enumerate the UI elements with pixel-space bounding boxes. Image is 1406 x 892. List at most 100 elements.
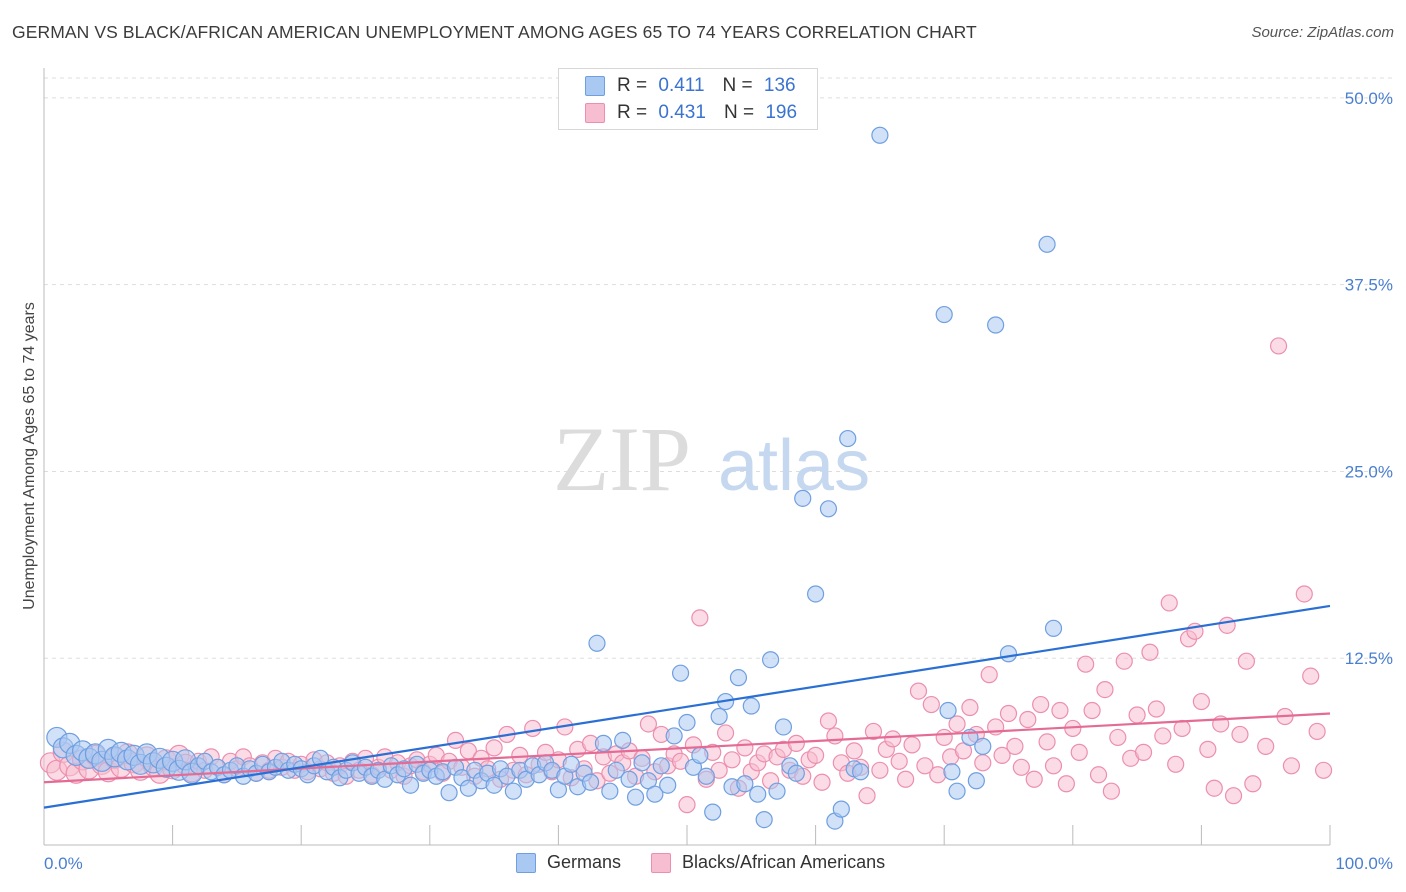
- data-point-black: [1192, 692, 1211, 711]
- data-point-black: [1302, 667, 1320, 685]
- data-point-black: [1077, 655, 1095, 673]
- data-point-black: [524, 719, 542, 738]
- data-point-black: [916, 757, 934, 775]
- y-tick-labels: 12.5% 25.0% 37.5% 50.0%: [1345, 89, 1393, 668]
- n-value: 136: [763, 75, 796, 96]
- data-point-german: [794, 489, 812, 507]
- x-ticks: [43, 825, 1331, 845]
- data-point-black: [1134, 743, 1153, 761]
- data-point-german: [440, 784, 458, 802]
- data-point-german: [1038, 235, 1056, 253]
- data-point-german: [787, 764, 805, 782]
- data-point-black: [1173, 719, 1191, 738]
- data-point-german: [839, 429, 857, 448]
- data-point-black: [922, 695, 940, 714]
- data-point-black: [858, 787, 876, 805]
- data-point-black: [1083, 701, 1101, 720]
- data-point-german: [459, 779, 477, 797]
- data-point-black: [871, 761, 889, 779]
- data-point-black: [1032, 695, 1050, 714]
- trend-line-german: [43, 604, 1331, 809]
- data-point-black: [1295, 585, 1313, 603]
- data-point-german: [697, 767, 715, 785]
- data-point-black: [1237, 652, 1256, 670]
- data-point-german: [939, 701, 957, 720]
- data-point-black: [485, 739, 503, 757]
- data-point-black: [884, 730, 902, 748]
- data-point-black: [819, 712, 838, 730]
- data-point-black: [1128, 706, 1146, 724]
- data-point-black: [903, 736, 921, 754]
- data-point-black: [1102, 782, 1120, 800]
- data-point-black: [511, 746, 529, 764]
- data-point-german: [562, 755, 580, 773]
- legend-label-blacks: Blacks/African Americans: [682, 852, 886, 872]
- data-point-german: [504, 782, 522, 800]
- data-point-black: [1025, 770, 1043, 788]
- data-point-black: [974, 754, 992, 772]
- data-point-black: [1308, 722, 1326, 741]
- data-point-black: [929, 766, 947, 784]
- n-label: N =: [722, 75, 753, 96]
- data-point-german: [948, 782, 966, 800]
- y-axis-label: Unemployment Among Ages 65 to 74 years: [21, 302, 38, 610]
- data-point-black: [1244, 775, 1262, 793]
- data-point-german: [832, 800, 850, 818]
- data-point-german: [710, 707, 728, 726]
- data-point-german: [806, 585, 825, 603]
- y-tick-label: 25.0%: [1345, 462, 1393, 481]
- grid-lines: [44, 77, 1395, 659]
- trend-line-black: [43, 712, 1331, 784]
- data-point-german: [691, 746, 709, 764]
- data-point-black: [736, 739, 754, 757]
- data-point-german: [974, 737, 992, 755]
- data-point-german: [871, 126, 889, 144]
- data-point-black: [1038, 733, 1056, 751]
- data-point-black: [999, 704, 1018, 723]
- data-point-black: [678, 796, 696, 814]
- data-point-german: [588, 634, 606, 652]
- data-point-german: [485, 776, 503, 794]
- legend-label-germans: Germans: [547, 852, 622, 872]
- data-point-black: [1051, 701, 1069, 720]
- data-point-german: [943, 763, 961, 781]
- data-point-german: [774, 718, 793, 736]
- data-point-black: [961, 698, 979, 717]
- series-legend: Germans Blacks/African Americans: [516, 852, 915, 873]
- data-point-german: [652, 757, 670, 775]
- data-point-german: [742, 697, 760, 715]
- data-point-black: [1012, 758, 1030, 776]
- data-point-german: [665, 727, 683, 745]
- data-point-german: [761, 651, 780, 669]
- data-point-german: [401, 776, 420, 794]
- data-point-german: [594, 734, 613, 752]
- data-point-black: [993, 746, 1011, 764]
- stats-legend-row-germans: R = 0.411 N = 136: [585, 74, 796, 98]
- data-point-black: [948, 715, 966, 733]
- data-point-german: [999, 645, 1018, 663]
- legend-item-blacks[interactable]: Blacks/African Americans: [651, 852, 885, 873]
- data-point-german: [736, 775, 754, 793]
- x-tick-label-min: 0.0%: [44, 854, 83, 873]
- source-label: Source: ZipAtlas.com: [1251, 24, 1394, 41]
- data-point-black: [845, 742, 863, 760]
- data-point-black: [1231, 725, 1249, 744]
- data-point-black: [1096, 680, 1114, 699]
- r-label: R =: [617, 102, 648, 123]
- data-point-german: [581, 773, 600, 791]
- data-point-german: [852, 763, 870, 781]
- data-point-german: [659, 776, 677, 794]
- data-point-black: [864, 722, 883, 741]
- data-point-black: [1154, 727, 1172, 745]
- legend-item-germans[interactable]: Germans: [516, 852, 621, 873]
- black-legend-swatch: [651, 852, 672, 873]
- watermark-zip: ZIP: [553, 408, 691, 510]
- data-point-black: [935, 728, 953, 747]
- data-point-german: [987, 316, 1005, 334]
- r-label: R =: [617, 75, 648, 96]
- data-point-black: [806, 746, 825, 764]
- r-value: 0.431: [658, 102, 706, 123]
- data-point-black: [980, 666, 998, 684]
- data-point-german: [607, 761, 625, 779]
- data-point-black: [1044, 757, 1063, 775]
